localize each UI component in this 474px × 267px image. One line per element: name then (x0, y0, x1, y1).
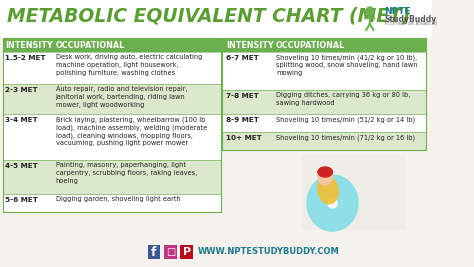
Text: 4-5 MET: 4-5 MET (6, 163, 38, 168)
Circle shape (93, 82, 126, 118)
Text: Digging garden, shoveling light earth: Digging garden, shoveling light earth (55, 197, 180, 202)
Circle shape (357, 92, 390, 128)
Text: 8-9 MET: 8-9 MET (226, 116, 259, 123)
Text: Shoveling 10 times/min (41/2 kg or 10 lb),
splitting wood, snow shoveling, hand : Shoveling 10 times/min (41/2 kg or 10 lb… (276, 54, 418, 76)
Circle shape (38, 102, 71, 138)
Text: 5-6 MET: 5-6 MET (6, 197, 38, 202)
Text: TOGETHER, WE ADVANCED: TOGETHER, WE ADVANCED (384, 22, 438, 26)
Text: WWW.NPTESTUDYBUDDY.COM: WWW.NPTESTUDYBUDDY.COM (198, 248, 339, 257)
Circle shape (318, 169, 332, 185)
Bar (222, 38, 426, 52)
Text: Auto repair, radio and television repair,
janitorial work, bartending, riding la: Auto repair, radio and television repair… (55, 87, 187, 108)
Bar (3, 114, 221, 160)
Circle shape (328, 198, 337, 208)
Bar (301, 155, 405, 230)
Text: NPTE: NPTE (384, 7, 411, 16)
Text: 3-4 MET: 3-4 MET (6, 116, 38, 123)
Ellipse shape (318, 176, 338, 204)
Text: 1.5-2 MET: 1.5-2 MET (6, 54, 46, 61)
Bar (147, 245, 160, 259)
Text: Shoveling 10 times/min (71/2 kg or 16 lb): Shoveling 10 times/min (71/2 kg or 16 lb… (276, 135, 415, 141)
Bar (181, 245, 193, 259)
Text: INTENSITY: INTENSITY (6, 41, 53, 49)
Bar (3, 38, 221, 212)
Text: StudyBuddy: StudyBuddy (384, 15, 437, 24)
Bar (222, 90, 426, 114)
Bar (3, 38, 221, 52)
Text: INTENSITY: INTENSITY (226, 41, 273, 49)
Text: f: f (151, 245, 157, 258)
Text: Digging ditches, carrying 36 kg or 80 lb,
sawing hardwood: Digging ditches, carrying 36 kg or 80 lb… (276, 92, 410, 106)
Circle shape (307, 175, 358, 231)
Text: 6-7 MET: 6-7 MET (226, 54, 259, 61)
Text: 2-3 MET: 2-3 MET (6, 87, 38, 92)
Circle shape (293, 112, 326, 148)
Text: OCCUPATIONAL: OCCUPATIONAL (55, 41, 125, 49)
Bar (222, 132, 426, 150)
Text: METABOLIC EQUIVALENT CHART (MET): METABOLIC EQUIVALENT CHART (MET) (7, 7, 410, 26)
Ellipse shape (318, 167, 332, 177)
Bar (222, 114, 426, 132)
Bar (3, 160, 221, 194)
Text: OCCUPATIONAL: OCCUPATIONAL (276, 41, 345, 49)
Text: Shoveling 10 times/min (51/2 kg or 14 lb): Shoveling 10 times/min (51/2 kg or 14 lb… (276, 116, 415, 123)
Bar (222, 38, 426, 150)
Text: Desk work, driving auto, electric calculating
machine operation, light housework: Desk work, driving auto, electric calcul… (55, 54, 202, 76)
Bar (222, 52, 426, 90)
Text: P: P (182, 247, 191, 257)
Bar (0, 0, 432, 38)
Bar (3, 194, 221, 212)
Text: □: □ (166, 247, 175, 257)
Bar (3, 84, 221, 114)
Text: 7-8 MET: 7-8 MET (226, 92, 259, 99)
Bar (3, 52, 221, 84)
Circle shape (366, 7, 374, 15)
Bar (164, 245, 177, 259)
Text: Brick laying, plastering, wheelbarrow (100 lb
load), machine assembly, welding (: Brick laying, plastering, wheelbarrow (1… (55, 116, 207, 147)
Text: 10+ MET: 10+ MET (226, 135, 262, 140)
Text: Painting, masonry, paperhanging, light
carpentry, scrubbing floors, raking leave: Painting, masonry, paperhanging, light c… (55, 163, 197, 183)
